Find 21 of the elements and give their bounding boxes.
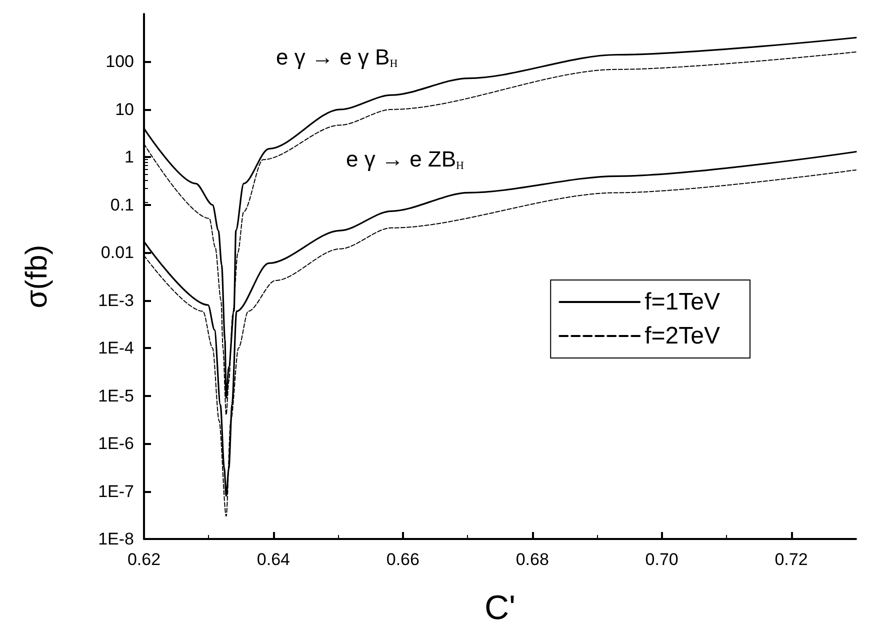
x-tick-label: 0.68 xyxy=(516,550,549,569)
y-tick-label: 100 xyxy=(106,52,134,72)
x-tick-label: 0.64 xyxy=(256,550,290,569)
y-tick-label: 1E-4 xyxy=(98,338,134,358)
y-tick-label: 1E-5 xyxy=(98,386,134,406)
x-tick-label: 0.66 xyxy=(386,550,420,569)
x-axis-title: C' xyxy=(484,589,516,627)
y-tick-label: 1E-6 xyxy=(98,434,134,454)
y-tick-label: 0.1 xyxy=(110,195,134,214)
y-tick-label: 1E-8 xyxy=(98,530,134,548)
y-axis-title: σ(fb) xyxy=(20,244,54,308)
legend-label: f=2TeV xyxy=(644,322,720,350)
x-tick-label: 0.62 xyxy=(127,550,161,569)
y-tick-label: 1E-3 xyxy=(98,290,134,310)
x-tick-label: 0.70 xyxy=(645,550,678,569)
y-tick-label: 0.01 xyxy=(100,243,134,262)
y-tick-label: 1 xyxy=(124,148,134,167)
x-tick-label: 0.72 xyxy=(774,550,808,569)
y-tick-label: 1E-7 xyxy=(98,482,134,501)
y-tick-label: 10 xyxy=(115,100,134,119)
legend-label: f=1TeV xyxy=(644,288,720,316)
